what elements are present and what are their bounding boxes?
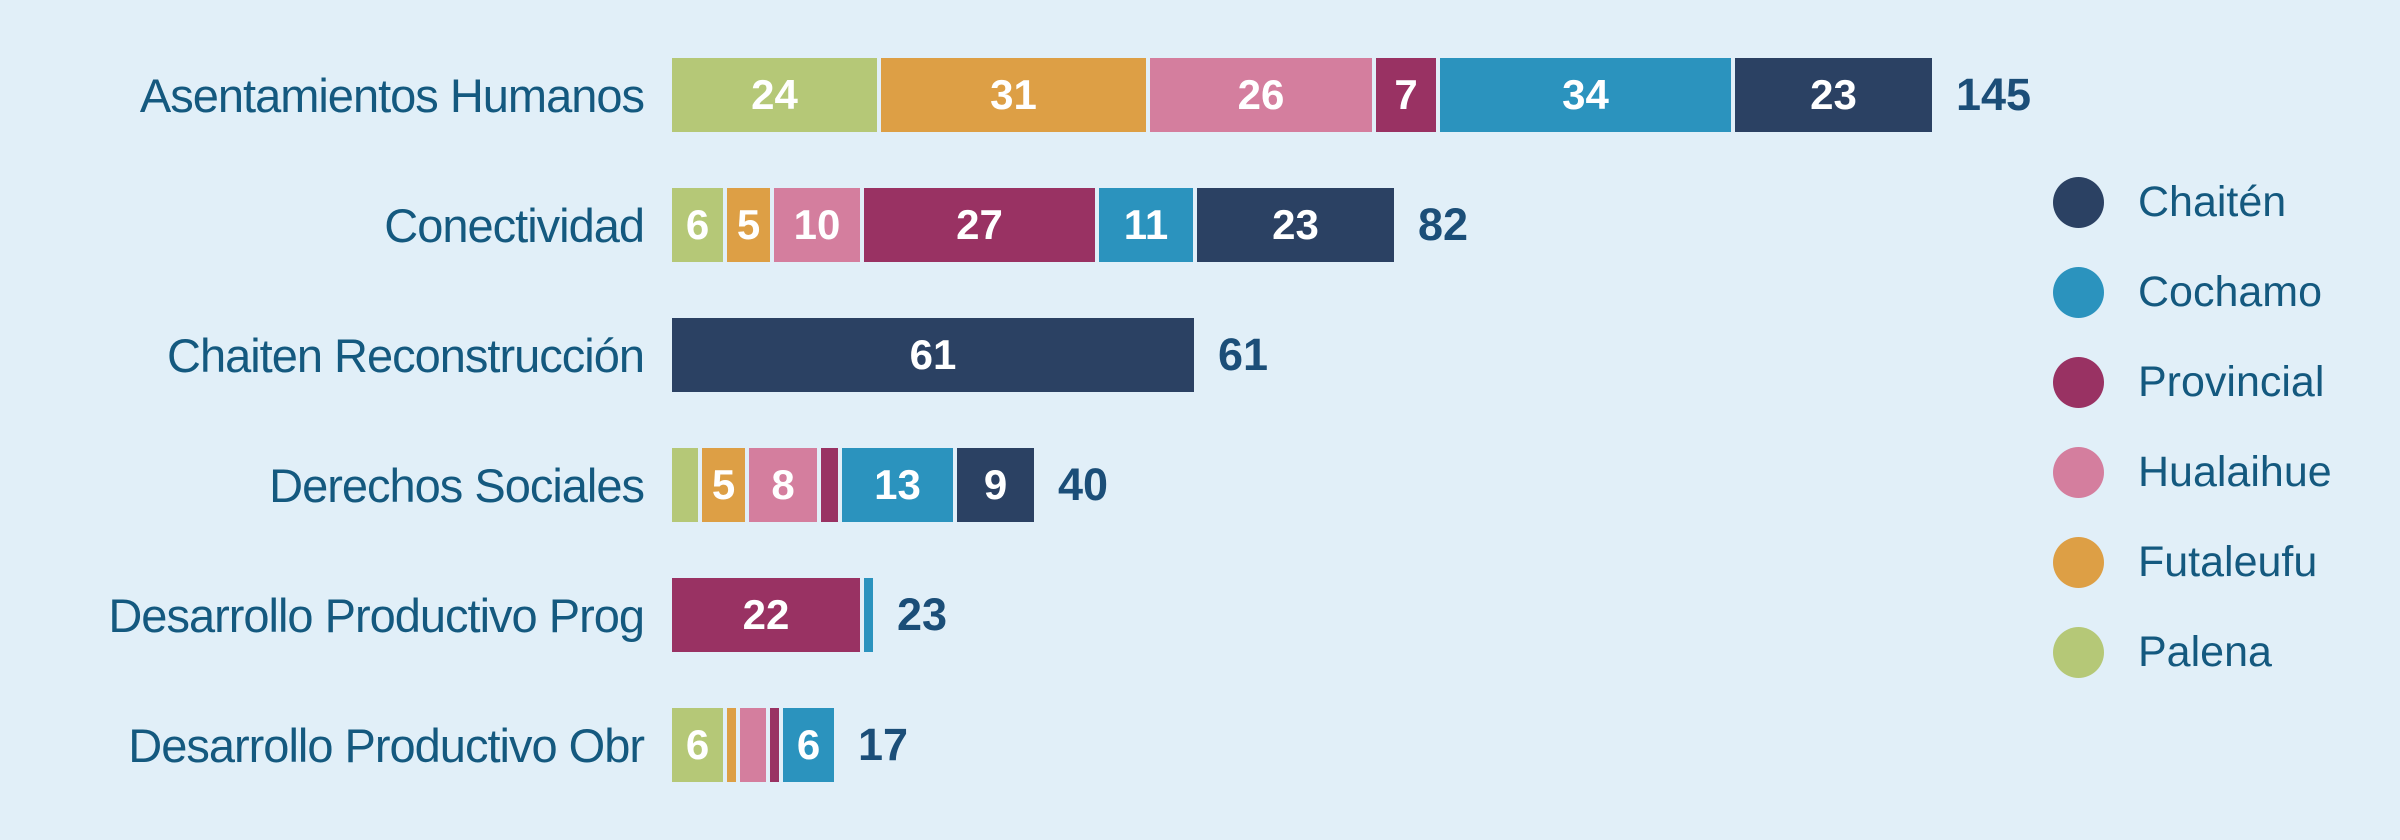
legend-item: Palena — [2053, 607, 2332, 697]
legend-label: Provincial — [2138, 357, 2325, 406]
legend-label: Cochamo — [2138, 267, 2323, 316]
bar-segment: 13 — [842, 448, 953, 522]
bar-segment: 34 — [1440, 58, 1731, 132]
bar-segment: 26 — [1150, 58, 1372, 132]
category-label: Desarrollo Productivo Prog — [108, 588, 645, 642]
stacked-bar: 22 — [672, 578, 873, 652]
segment-value-label: 27 — [956, 201, 1003, 248]
chart-row: Conectividad 6 5 10 27 11 23 82 — [0, 188, 1468, 262]
legend: Chaitén Cochamo Provincial Hualaihue Fut… — [2053, 157, 2332, 697]
bar-segment — [770, 708, 779, 782]
segment-value-label: 34 — [1562, 71, 1609, 118]
segment-value-label: 6 — [685, 721, 710, 768]
bar-segment: 23 — [1735, 58, 1932, 132]
bar-segment: 22 — [672, 578, 860, 652]
bar-segment: 24 — [672, 58, 877, 132]
chart-row: Asentamientos Humanos 24 31 26 7 34 23 145 — [0, 58, 2031, 132]
legend-item: Cochamo — [2053, 247, 2332, 337]
category-label: Chaiten Reconstrucción — [167, 328, 645, 382]
segment-value-label: 13 — [874, 461, 921, 508]
bar-segment: 5 — [727, 188, 770, 262]
segment-value-label: 23 — [1272, 201, 1319, 248]
legend-label: Chaitén — [2138, 177, 2287, 226]
segment-value-label: 22 — [742, 591, 790, 638]
total-label: 145 — [1956, 69, 2032, 120]
legend-item: Provincial — [2053, 337, 2332, 427]
segment-value-label: 7 — [1394, 71, 1418, 118]
legend-swatch-icon — [2053, 266, 2104, 318]
bar-segment: 27 — [864, 188, 1095, 262]
legend-swatch-icon — [2053, 626, 2104, 678]
total-label: 82 — [1418, 199, 1469, 250]
category-label: Desarrollo Productivo Obr — [128, 718, 645, 772]
bar-segment: 7 — [1376, 58, 1436, 132]
stacked-bar: 24 31 26 7 34 23 — [672, 58, 1932, 132]
bar-segment: 23 — [1197, 188, 1394, 262]
total-label: 61 — [1218, 329, 1269, 380]
bar-segment: 10 — [774, 188, 860, 262]
bar-segment: 8 — [749, 448, 817, 522]
segment-value-label: 6 — [685, 201, 710, 248]
legend-item: Hualaihue — [2053, 427, 2332, 517]
legend-swatch-icon — [2053, 176, 2104, 228]
category-label: Derechos Sociales — [269, 458, 645, 512]
bar-segment — [740, 708, 766, 782]
stacked-bar: 6 5 10 27 11 23 — [672, 188, 1394, 262]
stacked-bar: 61 — [672, 318, 1194, 392]
bar-segment — [864, 578, 873, 652]
legend-swatch-icon — [2053, 356, 2104, 408]
segment-value-label: 24 — [751, 71, 798, 118]
legend-label: Hualaihue — [2138, 447, 2332, 496]
segment-value-label: 31 — [990, 71, 1037, 118]
segment-value-label: 5 — [711, 461, 736, 508]
bar-segment: 11 — [1099, 188, 1193, 262]
segment-value-label: 8 — [771, 461, 795, 508]
chart-row: Desarrollo Productivo Prog 22 23 — [0, 578, 947, 652]
legend-swatch-icon — [2053, 536, 2104, 588]
segment-value-label: 11 — [1123, 201, 1169, 248]
bar-segment: 5 — [702, 448, 745, 522]
bar-segment — [672, 448, 698, 522]
segment-value-label: 9 — [983, 461, 1008, 508]
chart-row: Chaiten Reconstrucción 61 61 — [0, 318, 1268, 392]
bar-segment — [727, 708, 736, 782]
segment-value-label: 10 — [793, 201, 841, 248]
segment-value-label: 23 — [1810, 71, 1857, 118]
legend-item: Chaitén — [2053, 157, 2332, 247]
bar-segment: 9 — [957, 448, 1034, 522]
total-label: 23 — [897, 589, 948, 640]
legend-swatch-icon — [2053, 446, 2104, 498]
legend-label: Futaleufu — [2138, 537, 2318, 586]
segment-value-label: 61 — [909, 331, 957, 378]
segment-value-label: 26 — [1237, 71, 1285, 118]
legend-item: Futaleufu — [2053, 517, 2332, 607]
legend-label: Palena — [2138, 627, 2272, 676]
chart-row: Derechos Sociales 5 8 13 9 40 — [0, 448, 1108, 522]
total-label: 17 — [858, 719, 909, 770]
segment-value-label: 6 — [796, 721, 821, 768]
bar-segment: 6 — [672, 708, 723, 782]
bar-segment — [821, 448, 838, 522]
segment-value-label: 5 — [736, 201, 761, 248]
total-label: 40 — [1058, 459, 1109, 510]
bar-segment: 6 — [672, 188, 723, 262]
bar-segment: 31 — [881, 58, 1146, 132]
stacked-bar: 5 8 13 9 — [672, 448, 1034, 522]
bar-segment: 61 — [672, 318, 1194, 392]
category-label: Asentamientos Humanos — [139, 68, 645, 122]
category-label: Conectividad — [384, 198, 645, 252]
bar-segment: 6 — [783, 708, 834, 782]
